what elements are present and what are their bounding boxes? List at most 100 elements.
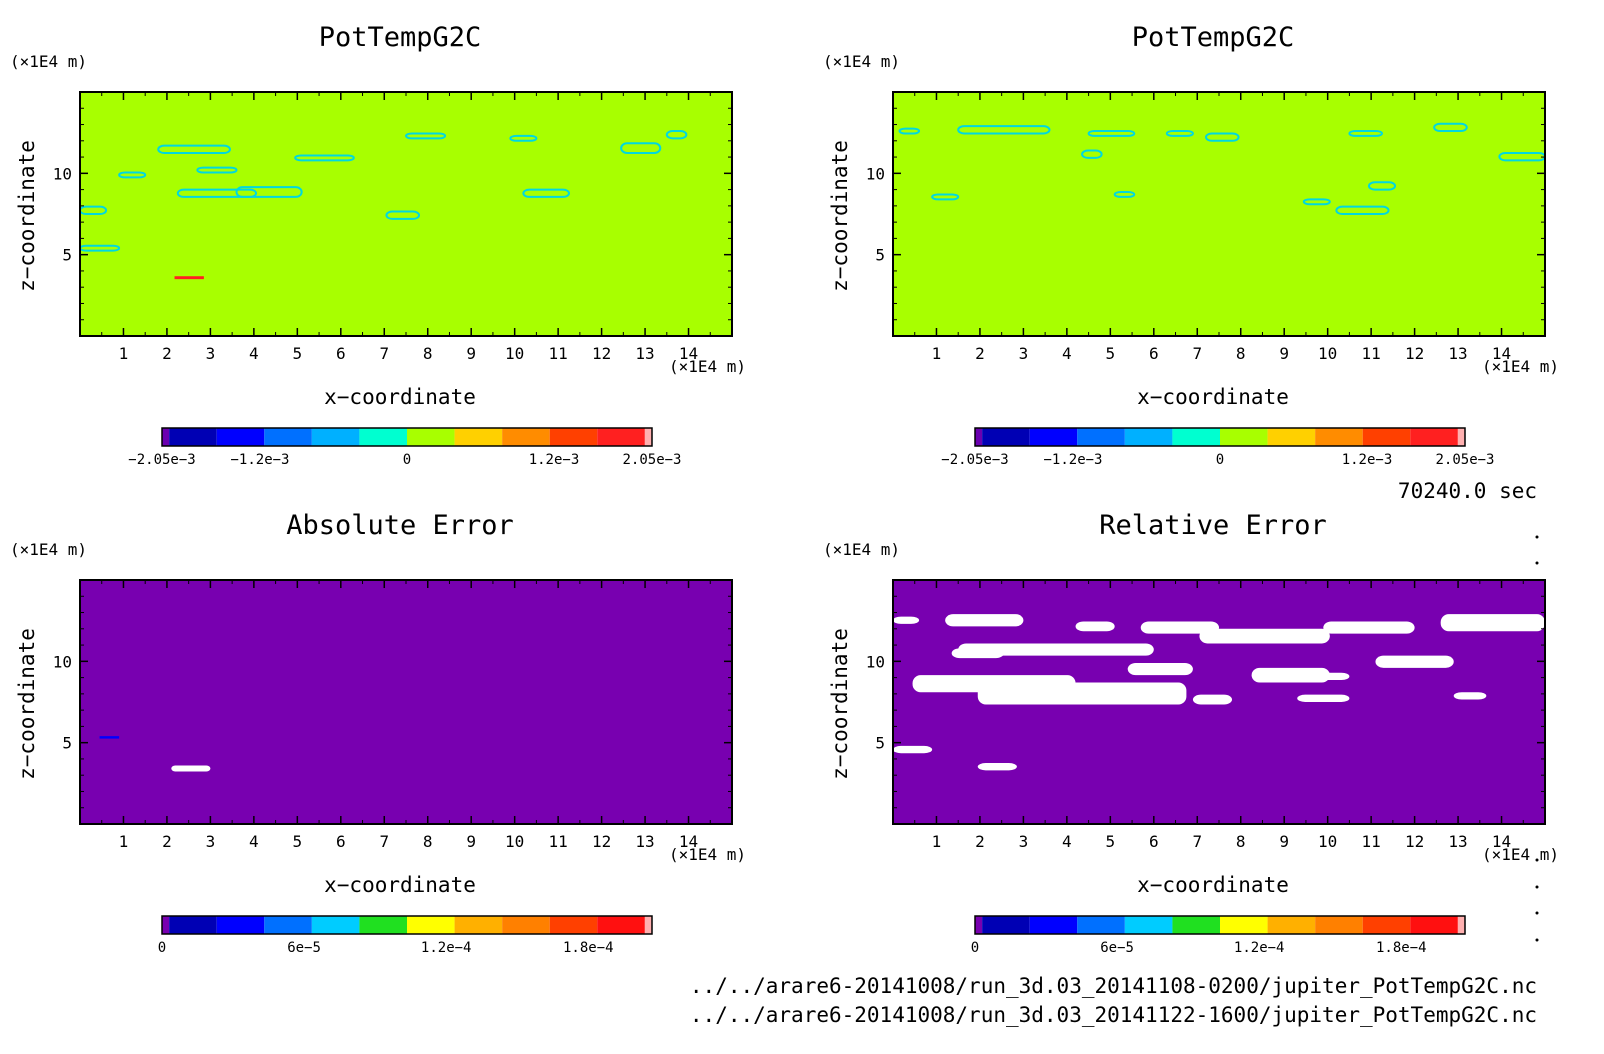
x-tick-label: 6 <box>1149 344 1159 363</box>
x-tick-label: 3 <box>206 344 216 363</box>
colorbar-tick-label: −1.2e−3 <box>1043 452 1102 468</box>
chart-panel-4: Relative Error(×1E4 m)1 2 3 4 5 6 7 8 9 10 11 12 13 1… <box>823 510 1559 956</box>
x-tick-label: 8 <box>1236 832 1246 851</box>
x-tick-label: 7 <box>379 832 389 851</box>
x-tick-label: 5 <box>293 832 303 851</box>
colorbar-swatch <box>311 428 360 446</box>
error-feature <box>1192 694 1233 705</box>
x-unit-label: (×1E4 m) <box>669 845 746 864</box>
colorbar-tick-label: 1.8e−4 <box>563 940 614 956</box>
colorbar-swatch <box>1410 428 1458 446</box>
hotspot-feature <box>174 276 204 280</box>
colorbar-swatch <box>597 428 645 446</box>
contour-feature <box>294 154 355 162</box>
contour-feature <box>157 144 231 154</box>
x-tick-label: 8 <box>1236 344 1246 363</box>
y-tick-label: 5 <box>875 246 885 265</box>
colorbar-swatch <box>975 428 983 446</box>
chart-panel-3: Absolute Error(×1E4 m)1 2 3 4 5 6 7 8 9 10 11 12 13 1… <box>10 510 746 956</box>
x-unit-label: (×1E4 m) <box>669 357 746 376</box>
contour-feature <box>1081 149 1103 159</box>
x-tick-label: 7 <box>1192 832 1202 851</box>
contour-feature <box>1165 130 1194 137</box>
contour-feature <box>931 193 960 201</box>
colorbar-swatch <box>1220 916 1268 934</box>
chart-title: PotTempG2C <box>319 22 482 53</box>
y-axis-label: z−coordinate <box>15 628 39 780</box>
x-tick-label: 1 <box>932 344 942 363</box>
y-axis-label: z−coordinate <box>15 140 39 292</box>
colorbar-tick-label: 6e−5 <box>287 940 321 956</box>
colorbar-tick-label: −2.05e−3 <box>128 452 195 468</box>
contour-feature <box>509 134 538 142</box>
error-feature <box>1297 672 1350 681</box>
contour-feature <box>1348 130 1384 137</box>
x-tick-label: 2 <box>975 832 985 851</box>
x-tick-label: 3 <box>1019 344 1029 363</box>
x-tick-label: 1 <box>932 832 942 851</box>
contour-feature <box>235 186 303 198</box>
error-feature <box>1375 655 1454 668</box>
x-tick-label: 9 <box>466 832 476 851</box>
colorbar-tick-label: −1.2e−3 <box>230 452 289 468</box>
error-feature <box>958 643 1154 656</box>
colorbar-swatch <box>1172 428 1220 446</box>
x-tick-label: 10 <box>1318 832 1337 851</box>
y-axis-label: z−coordinate <box>828 140 852 292</box>
contour-feature <box>1302 198 1331 206</box>
error-feature <box>977 763 1017 771</box>
error-feature <box>893 616 920 624</box>
x-tick-label: 11 <box>1362 832 1381 851</box>
colorbar-swatch <box>1410 916 1458 934</box>
colorbar-swatch <box>1077 916 1125 934</box>
y-axis-label: z−coordinate <box>828 628 852 780</box>
time-label: 70240.0 sec <box>1398 479 1537 503</box>
contour-feature <box>176 188 258 198</box>
chart-panel-1: PotTempG2C(×1E4 m)1 2 3 4 5 6 7 8 9 10 11 12 13 14510… <box>10 22 746 468</box>
contour-feature <box>957 125 1051 135</box>
error-feature <box>1440 614 1545 632</box>
y-tick-label: 5 <box>875 734 885 753</box>
marker-dot <box>1535 885 1539 889</box>
contour-feature <box>196 166 238 174</box>
colorbar-swatch <box>1457 916 1465 934</box>
colorbar-swatch <box>982 916 1030 934</box>
x-tick-label: 14 <box>1492 344 1511 363</box>
error-feature <box>893 745 933 754</box>
colorbar-swatch <box>502 428 550 446</box>
contour-feature <box>405 132 447 140</box>
colorbar-swatch <box>1315 916 1363 934</box>
colorbar-tick-label: 1.2e−4 <box>1234 940 1285 956</box>
colorbar-swatch <box>597 916 645 934</box>
error-feature <box>1297 694 1350 702</box>
colorbar-swatch <box>1362 428 1411 446</box>
x-tick-label: 12 <box>1405 832 1424 851</box>
colorbar-swatch <box>169 916 217 934</box>
colorbar-swatch <box>1457 428 1465 446</box>
error-feature <box>1323 621 1415 634</box>
colorbar-swatch <box>454 428 503 446</box>
x-tick-label: 10 <box>505 832 524 851</box>
marker-dot <box>1535 938 1539 942</box>
x-tick-label: 6 <box>336 344 346 363</box>
x-tick-label: 3 <box>206 832 216 851</box>
error-feature <box>945 614 1024 627</box>
plot-area <box>80 580 732 824</box>
y-unit-label: (×1E4 m) <box>10 540 87 559</box>
contour-feature <box>118 171 147 179</box>
x-tick-label: 7 <box>379 344 389 363</box>
x-tick-label: 4 <box>249 832 259 851</box>
x-tick-label: 9 <box>1279 344 1289 363</box>
x-tick-label: 6 <box>1149 832 1159 851</box>
x-axis-label: x−coordinate <box>324 873 476 897</box>
x-tick-label: 13 <box>635 344 654 363</box>
x-tick-label: 1 <box>119 832 129 851</box>
x-tick-label: 14 <box>679 344 698 363</box>
y-unit-label: (×1E4 m) <box>823 540 900 559</box>
contour-feature <box>1204 132 1240 142</box>
x-tick-label: 4 <box>249 344 259 363</box>
chart-title: Absolute Error <box>286 510 514 541</box>
colorbar-swatch <box>1267 916 1316 934</box>
colorbar-tick-label: 1.8e−4 <box>1376 940 1427 956</box>
